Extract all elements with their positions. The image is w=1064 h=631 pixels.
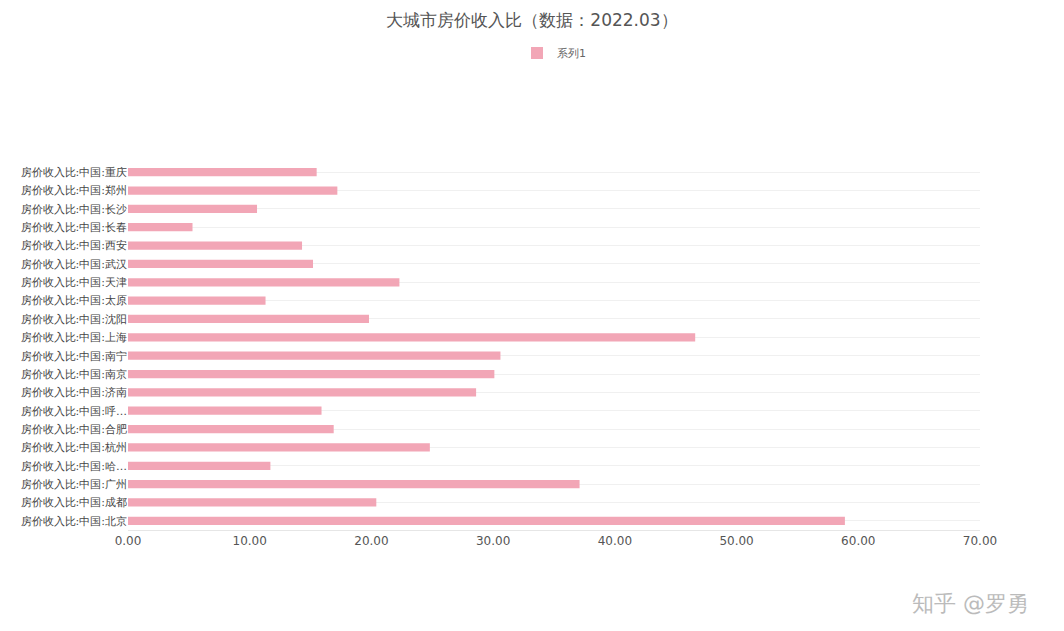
svg-text:60.00: 60.00 xyxy=(841,534,875,548)
svg-text:房价收入比:中国:广州: 房价收入比:中国:广州 xyxy=(21,478,127,491)
svg-text:房价收入比:中国:太原: 房价收入比:中国:太原 xyxy=(21,294,127,307)
svg-text:房价收入比:中国:沈阳: 房价收入比:中国:沈阳 xyxy=(21,313,127,326)
svg-text:房价收入比:中国:长沙: 房价收入比:中国:长沙 xyxy=(21,203,127,216)
svg-text:房价收入比:中国:天津: 房价收入比:中国:天津 xyxy=(21,276,127,289)
svg-text:大城市房价收入比（数据：2022.03）: 大城市房价收入比（数据：2022.03） xyxy=(386,10,677,30)
svg-text:30.00: 30.00 xyxy=(476,534,510,548)
svg-text:房价收入比:中国:合肥: 房价收入比:中国:合肥 xyxy=(21,423,127,436)
svg-text:房价收入比:中国:成都: 房价收入比:中国:成都 xyxy=(21,496,127,509)
svg-text:70.00: 70.00 xyxy=(963,534,997,548)
svg-text:系列1: 系列1 xyxy=(557,47,586,60)
svg-text:房价收入比:中国:南京: 房价收入比:中国:南京 xyxy=(21,368,127,381)
svg-text:知乎 @罗勇: 知乎 @罗勇 xyxy=(912,591,1029,616)
svg-text:20.00: 20.00 xyxy=(354,534,388,548)
svg-text:10.00: 10.00 xyxy=(233,534,267,548)
svg-text:房价收入比:中国:西安: 房价收入比:中国:西安 xyxy=(21,239,127,252)
svg-text:0.00: 0.00 xyxy=(115,534,142,548)
svg-text:房价收入比:中国:北京: 房价收入比:中国:北京 xyxy=(21,515,127,528)
svg-text:50.00: 50.00 xyxy=(719,534,753,548)
svg-text:房价收入比:中国:上海: 房价收入比:中国:上海 xyxy=(21,331,127,344)
svg-text:房价收入比:中国:重庆: 房价收入比:中国:重庆 xyxy=(21,166,127,179)
svg-text:房价收入比:中国:郑州: 房价收入比:中国:郑州 xyxy=(21,184,127,197)
svg-text:房价收入比:中国:武汉: 房价收入比:中国:武汉 xyxy=(21,258,127,271)
svg-text:房价收入比:中国:呼…: 房价收入比:中国:呼… xyxy=(21,405,127,418)
svg-text:房价收入比:中国:济南: 房价收入比:中国:济南 xyxy=(21,386,127,399)
svg-text:房价收入比:中国:南宁: 房价收入比:中国:南宁 xyxy=(21,350,127,363)
svg-text:40.00: 40.00 xyxy=(598,534,632,548)
svg-text:房价收入比:中国:杭州: 房价收入比:中国:杭州 xyxy=(21,441,127,454)
svg-text:房价收入比:中国:长春: 房价收入比:中国:长春 xyxy=(21,221,127,234)
svg-text:房价收入比:中国:哈…: 房价收入比:中国:哈… xyxy=(21,460,127,473)
